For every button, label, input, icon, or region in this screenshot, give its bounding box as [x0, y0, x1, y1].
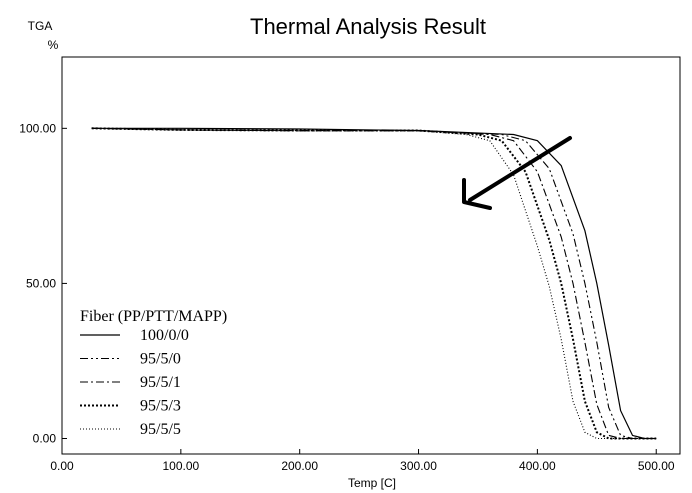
x-tick-label: 500.00: [638, 459, 675, 473]
legend-item-label: 95/5/5: [140, 421, 181, 438]
legend-title: Fiber (PP/PTT/MAPP): [80, 308, 227, 325]
x-tick-label: 0.00: [50, 459, 74, 473]
legend: Fiber (PP/PTT/MAPP) 100/0/0 95/5/0 95/5/1 9…: [80, 308, 227, 438]
y-tick-label: 0.00: [33, 431, 57, 445]
y-tick-label: 50.00: [26, 276, 56, 290]
series-line: [91, 127, 657, 440]
legend-item-label: 95/5/3: [140, 398, 181, 415]
series-line: [91, 127, 657, 440]
legend-item-label: 100/0/0: [140, 327, 189, 344]
trend-arrow-icon: [462, 136, 572, 210]
chart-title: Thermal Analysis Result: [250, 14, 486, 39]
y-axis-label: TGA: [28, 19, 53, 33]
plot-frame: [61, 56, 681, 455]
series-line: [91, 127, 657, 440]
series-lines: [91, 127, 657, 440]
x-tick-label: 200.00: [281, 459, 318, 473]
x-axis-ticks: 0.00 100.00 200.00 300.00 400.00 500.00: [50, 449, 675, 473]
y-axis-unit: %: [48, 38, 59, 52]
x-tick-label: 300.00: [400, 459, 437, 473]
legend-item-label: 95/5/1: [140, 374, 181, 391]
legend-item-label: 95/5/0: [140, 351, 181, 368]
x-tick-label: 400.00: [519, 459, 556, 473]
series-line: [91, 127, 657, 440]
y-tick-label: 100.00: [19, 121, 56, 135]
series-line: [91, 127, 657, 440]
y-axis-ticks: 0.00 50.00 100.00: [19, 121, 67, 445]
x-tick-label: 100.00: [162, 459, 199, 473]
x-axis-label: Temp [C]: [348, 476, 396, 490]
